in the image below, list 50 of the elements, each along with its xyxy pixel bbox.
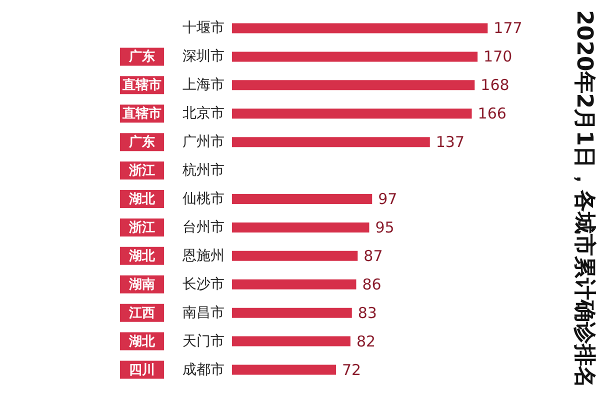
bar — [232, 23, 488, 34]
text: 四川 — [129, 362, 155, 378]
y-tick-label: 广州市 — [182, 134, 224, 150]
data-label: 72 — [342, 360, 362, 379]
y-tick-label: 恩施州 — [182, 248, 224, 264]
bar — [232, 308, 352, 318]
text: 直辖市 — [122, 106, 162, 122]
data-label: 166 — [478, 104, 506, 123]
y-tick-label: 杭州市 — [182, 162, 224, 179]
bar — [232, 336, 350, 346]
text: 湖南 — [128, 277, 155, 292]
data-label: 168 — [480, 76, 510, 94]
y-tick-label: 成都市 — [182, 362, 224, 378]
text: 广东 — [128, 48, 155, 65]
text: 2020年2月1日，各城市累计确诊排名 — [571, 10, 598, 388]
y-tick-label: 天门市 — [182, 333, 224, 350]
y-tick-label: 长沙市 — [182, 276, 224, 292]
y-tick-label: 仙桃市 — [182, 191, 224, 207]
text: 浙江 — [128, 164, 155, 179]
bar — [232, 137, 430, 148]
y-tick-label: 深圳市 — [182, 48, 224, 65]
y-tick-label: 台州市 — [182, 219, 224, 236]
y-tick-label: 十堰市 — [182, 20, 224, 36]
data-label: 170 — [484, 48, 512, 66]
bar — [232, 194, 372, 204]
y-tick-label: 上海市 — [182, 77, 224, 94]
text: 湖北 — [128, 248, 156, 264]
text: 湖北 — [128, 334, 156, 350]
text: 浙江 — [128, 220, 155, 236]
text: 直辖市 — [122, 77, 162, 94]
bar — [232, 279, 356, 290]
y-tick-label: 南昌市 — [182, 304, 224, 321]
data-label: 95 — [375, 218, 394, 236]
bar — [232, 80, 475, 90]
bar — [232, 108, 472, 119]
bar — [232, 222, 370, 232]
y-tick-label: 北京市 — [182, 106, 224, 122]
data-label: 97 — [378, 190, 398, 208]
text: 广东 — [128, 134, 155, 150]
data-label: 83 — [358, 304, 377, 322]
data-label: 87 — [364, 246, 383, 265]
data-label: 177 — [494, 19, 522, 38]
text: 湖北 — [128, 192, 156, 207]
bar — [232, 52, 478, 62]
text: 江西 — [128, 306, 155, 321]
data-label: 86 — [362, 275, 382, 294]
bar — [232, 364, 336, 375]
bar — [232, 250, 358, 261]
data-label: 137 — [436, 133, 465, 152]
data-label: 82 — [356, 332, 376, 350]
